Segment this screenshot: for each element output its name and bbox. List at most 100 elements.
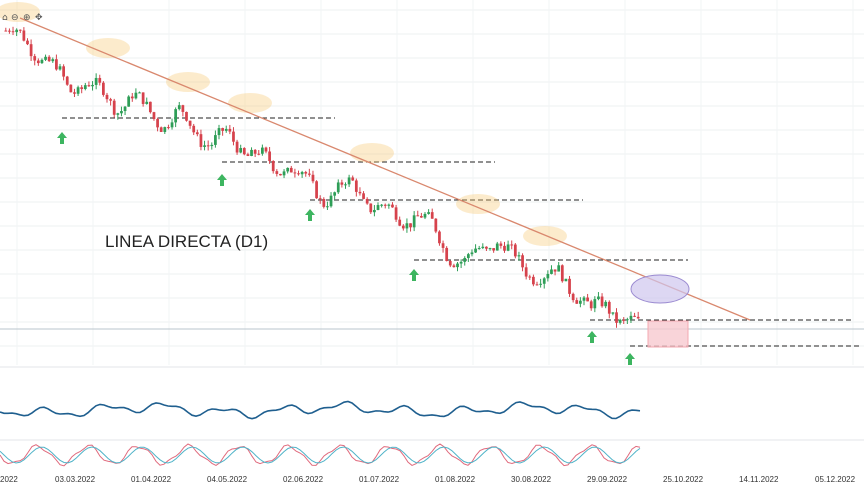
- candle-body: [145, 101, 149, 104]
- candle-body: [575, 300, 579, 304]
- candle-body: [506, 244, 510, 251]
- candle-body: [394, 207, 398, 220]
- stoch-d-line: [0, 446, 641, 464]
- candle-body: [535, 284, 539, 286]
- candle-body: [622, 319, 626, 321]
- chart-title: LINEA DIRECTA (D1): [105, 232, 268, 251]
- candle-body: [239, 148, 243, 153]
- candle-body: [492, 248, 496, 251]
- candle-body: [58, 66, 62, 70]
- candle-body: [438, 231, 441, 244]
- candle-body: [232, 131, 235, 142]
- candle-body: [11, 31, 15, 33]
- rsi-pane: [0, 400, 641, 420]
- candle-body: [217, 128, 221, 136]
- candle-body: [87, 85, 91, 87]
- candle-body: [326, 206, 329, 208]
- candle-body: [517, 255, 521, 257]
- candle-body: [470, 252, 474, 255]
- candle-body: [633, 315, 636, 317]
- candle-body: [456, 263, 459, 268]
- candle-body: [224, 128, 228, 131]
- grid: [0, 0, 864, 365]
- swing-highlight: [456, 194, 500, 214]
- trendline: [19, 17, 751, 321]
- candle-body: [185, 111, 188, 121]
- candle-body: [102, 82, 105, 95]
- candle-body: [434, 218, 438, 232]
- candle-body: [98, 77, 102, 83]
- candle-body: [376, 205, 380, 210]
- candle-body: [445, 247, 449, 262]
- candle-body: [47, 56, 51, 62]
- candle-body: [152, 112, 156, 120]
- candle-body: [571, 293, 575, 301]
- candle-body: [351, 177, 355, 181]
- candle-body: [235, 141, 239, 153]
- candle-body: [105, 94, 109, 100]
- candle-body: [76, 87, 80, 94]
- candle-body: [391, 204, 394, 208]
- candle-body: [167, 127, 170, 129]
- candle-body: [206, 145, 210, 147]
- candle-body: [293, 172, 297, 174]
- candle-body: [221, 128, 224, 131]
- candle-body: [322, 199, 326, 207]
- up-arrows: [57, 132, 635, 365]
- candle-body: [550, 269, 553, 274]
- x-tick-label: 01.04.2022: [131, 475, 172, 484]
- candle-body: [387, 204, 391, 206]
- range-box: [647, 320, 689, 348]
- candle-body: [264, 147, 268, 152]
- candle-body: [26, 40, 29, 45]
- support-levels: [62, 117, 862, 347]
- candle-body: [510, 244, 514, 246]
- candle-body: [282, 171, 286, 176]
- candle-body: [307, 173, 311, 175]
- candle-body: [416, 215, 420, 217]
- zoom-out-icon[interactable]: ⊖: [11, 13, 19, 23]
- x-tick-label: 30.08.2022: [511, 475, 552, 484]
- candle-body: [427, 212, 430, 214]
- candle-body: [358, 191, 362, 194]
- candle-body: [336, 182, 340, 193]
- zoom-in-icon[interactable]: ⊕: [23, 13, 31, 23]
- candle-body: [477, 248, 481, 250]
- candle-body: [532, 276, 535, 285]
- candle-body: [430, 212, 434, 219]
- candle-body: [138, 92, 141, 94]
- candle-body: [8, 30, 11, 32]
- candle-body: [344, 184, 347, 186]
- candle-body: [459, 261, 463, 264]
- candle-body: [148, 101, 152, 113]
- stoch-k-line: [0, 443, 641, 467]
- candle-body: [123, 106, 127, 112]
- candle-body: [271, 161, 275, 172]
- up-arrow-icon: [57, 132, 67, 144]
- candle-body: [488, 248, 492, 250]
- candle-body: [120, 111, 123, 114]
- candle-body: [163, 127, 167, 132]
- candle-body: [279, 173, 282, 176]
- x-tick-label: 2022: [0, 475, 18, 484]
- candle-body: [420, 216, 423, 218]
- pan-icon[interactable]: ✥: [35, 13, 43, 23]
- rsi-line: [0, 400, 641, 420]
- candle-body: [44, 56, 47, 60]
- candle-body: [289, 167, 293, 173]
- reset-icon[interactable]: ⌂: [2, 13, 8, 23]
- candle-body: [329, 195, 333, 207]
- candle-body: [297, 173, 300, 175]
- toolbar[interactable]: ⌂ ⊖ ⊕ ✥: [2, 13, 43, 23]
- candle-body: [607, 301, 611, 314]
- candle-body: [405, 223, 409, 229]
- candle-body: [65, 76, 69, 85]
- candle-body: [177, 105, 181, 110]
- candle-body: [485, 246, 488, 249]
- candle-body: [127, 96, 131, 107]
- candle-body: [333, 192, 337, 196]
- x-tick-label: 04.05.2022: [207, 475, 248, 484]
- x-tick-label: 03.03.2022: [55, 475, 96, 484]
- candle-body: [18, 29, 22, 31]
- candle-body: [423, 213, 427, 218]
